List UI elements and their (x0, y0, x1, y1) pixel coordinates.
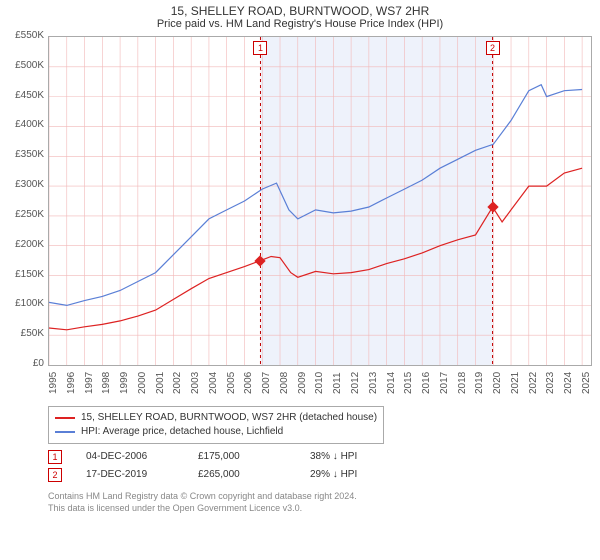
table-row: 1 04-DEC-2006 £175,000 38% ↓ HPI (48, 448, 592, 466)
row-price: £265,000 (198, 466, 286, 484)
event-badge: 1 (253, 41, 267, 55)
line-chart: 12 (48, 36, 592, 366)
legend: 15, SHELLEY ROAD, BURNTWOOD, WS7 2HR (de… (48, 406, 384, 444)
footer: Contains HM Land Registry data © Crown c… (48, 490, 592, 514)
row-date: 17-DEC-2019 (86, 466, 174, 484)
table-row: 2 17-DEC-2019 £265,000 29% ↓ HPI (48, 466, 592, 484)
event-badge: 2 (486, 41, 500, 55)
legend-swatch (55, 417, 75, 419)
legend-swatch (55, 431, 75, 433)
footer-line: This data is licensed under the Open Gov… (48, 502, 592, 514)
page-title: 15, SHELLEY ROAD, BURNTWOOD, WS7 2HR (8, 4, 592, 18)
row-delta: 29% ↓ HPI (310, 466, 398, 484)
legend-label: 15, SHELLEY ROAD, BURNTWOOD, WS7 2HR (de… (81, 411, 377, 425)
y-axis: £550K£500K£450K£400K£350K£300K£250K£200K… (8, 36, 48, 364)
row-price: £175,000 (198, 448, 286, 466)
transaction-table: 1 04-DEC-2006 £175,000 38% ↓ HPI 2 17-DEC-201… (48, 448, 592, 484)
row-index-badge: 2 (48, 468, 62, 482)
row-date: 04-DEC-2006 (86, 448, 174, 466)
footer-line: Contains HM Land Registry data © Crown c… (48, 490, 592, 502)
x-axis: 1995199619971998199920002001200220032004… (48, 366, 592, 400)
row-index-badge: 1 (48, 450, 62, 464)
page-subtitle: Price paid vs. HM Land Registry's House … (8, 18, 592, 30)
row-delta: 38% ↓ HPI (310, 448, 398, 466)
legend-item: 15, SHELLEY ROAD, BURNTWOOD, WS7 2HR (de… (55, 411, 377, 425)
legend-label: HPI: Average price, detached house, Lich… (81, 425, 283, 439)
legend-item: HPI: Average price, detached house, Lich… (55, 425, 377, 439)
